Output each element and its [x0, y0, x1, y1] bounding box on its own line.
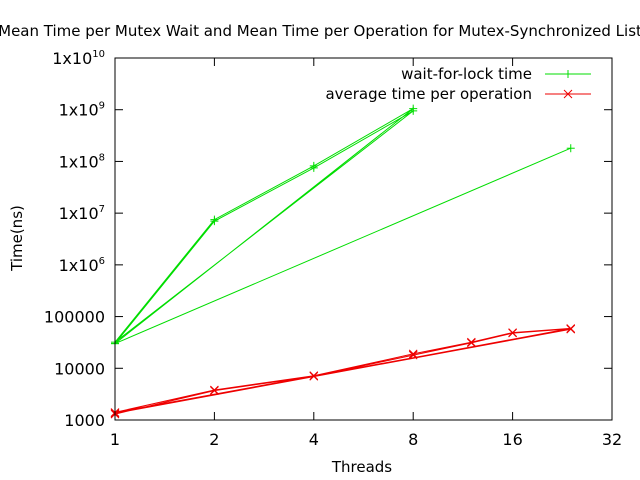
series-average-time-per-operation	[110, 324, 576, 419]
y-tick-label: 1x108	[59, 152, 105, 171]
y-tick-label: 1x109	[59, 101, 105, 120]
data-point	[566, 324, 576, 333]
y-tick-label: 1x106	[59, 256, 105, 275]
y-tick-label: 10000	[54, 359, 105, 378]
data-point	[309, 161, 318, 170]
legend-marker	[563, 89, 573, 99]
series-layer	[110, 104, 576, 419]
x-axis-label: Threads	[331, 458, 392, 476]
legend: wait-for-lock time average time per opera…	[325, 65, 591, 103]
plot-frame	[114, 57, 613, 421]
x-tick-label: 2	[209, 430, 219, 449]
data-point	[508, 328, 517, 337]
data-point	[309, 371, 319, 381]
data-point	[210, 385, 219, 395]
data-point	[466, 337, 476, 347]
chart-title: Mean Time per Mutex Wait and Mean Time p…	[0, 22, 640, 40]
x-tick-label: 4	[309, 430, 319, 449]
y-tick-label: 1000	[64, 411, 105, 430]
legend-marker	[564, 70, 572, 78]
x-tick-label: 8	[408, 430, 418, 449]
data-point	[566, 324, 576, 334]
data-point	[210, 215, 219, 224]
x-tick-label: 16	[502, 430, 522, 449]
x-tick-label: 1	[110, 430, 120, 449]
legend-label: wait-for-lock time	[401, 65, 532, 83]
data-point	[408, 350, 418, 360]
data-point	[409, 104, 418, 113]
series-line	[114, 108, 571, 345]
y-tick-label: 100000	[44, 308, 105, 327]
data-point	[466, 338, 476, 348]
y-tick-label: 1x1010	[52, 49, 105, 68]
data-point	[408, 349, 418, 359]
series-wait-for-lock-time	[111, 104, 575, 348]
y-axis-label: Time(ns)	[8, 205, 26, 272]
y-tick-label: 1x107	[59, 204, 105, 223]
series-line	[114, 327, 571, 415]
x-tick-label: 32	[602, 430, 622, 449]
axis-ticks: 1 2 4 8 16 32 1000 10000 100000 1x106 1x107 1x108 1x…	[44, 49, 622, 449]
data-point	[566, 144, 575, 153]
legend-label: average time per operation	[325, 85, 532, 103]
